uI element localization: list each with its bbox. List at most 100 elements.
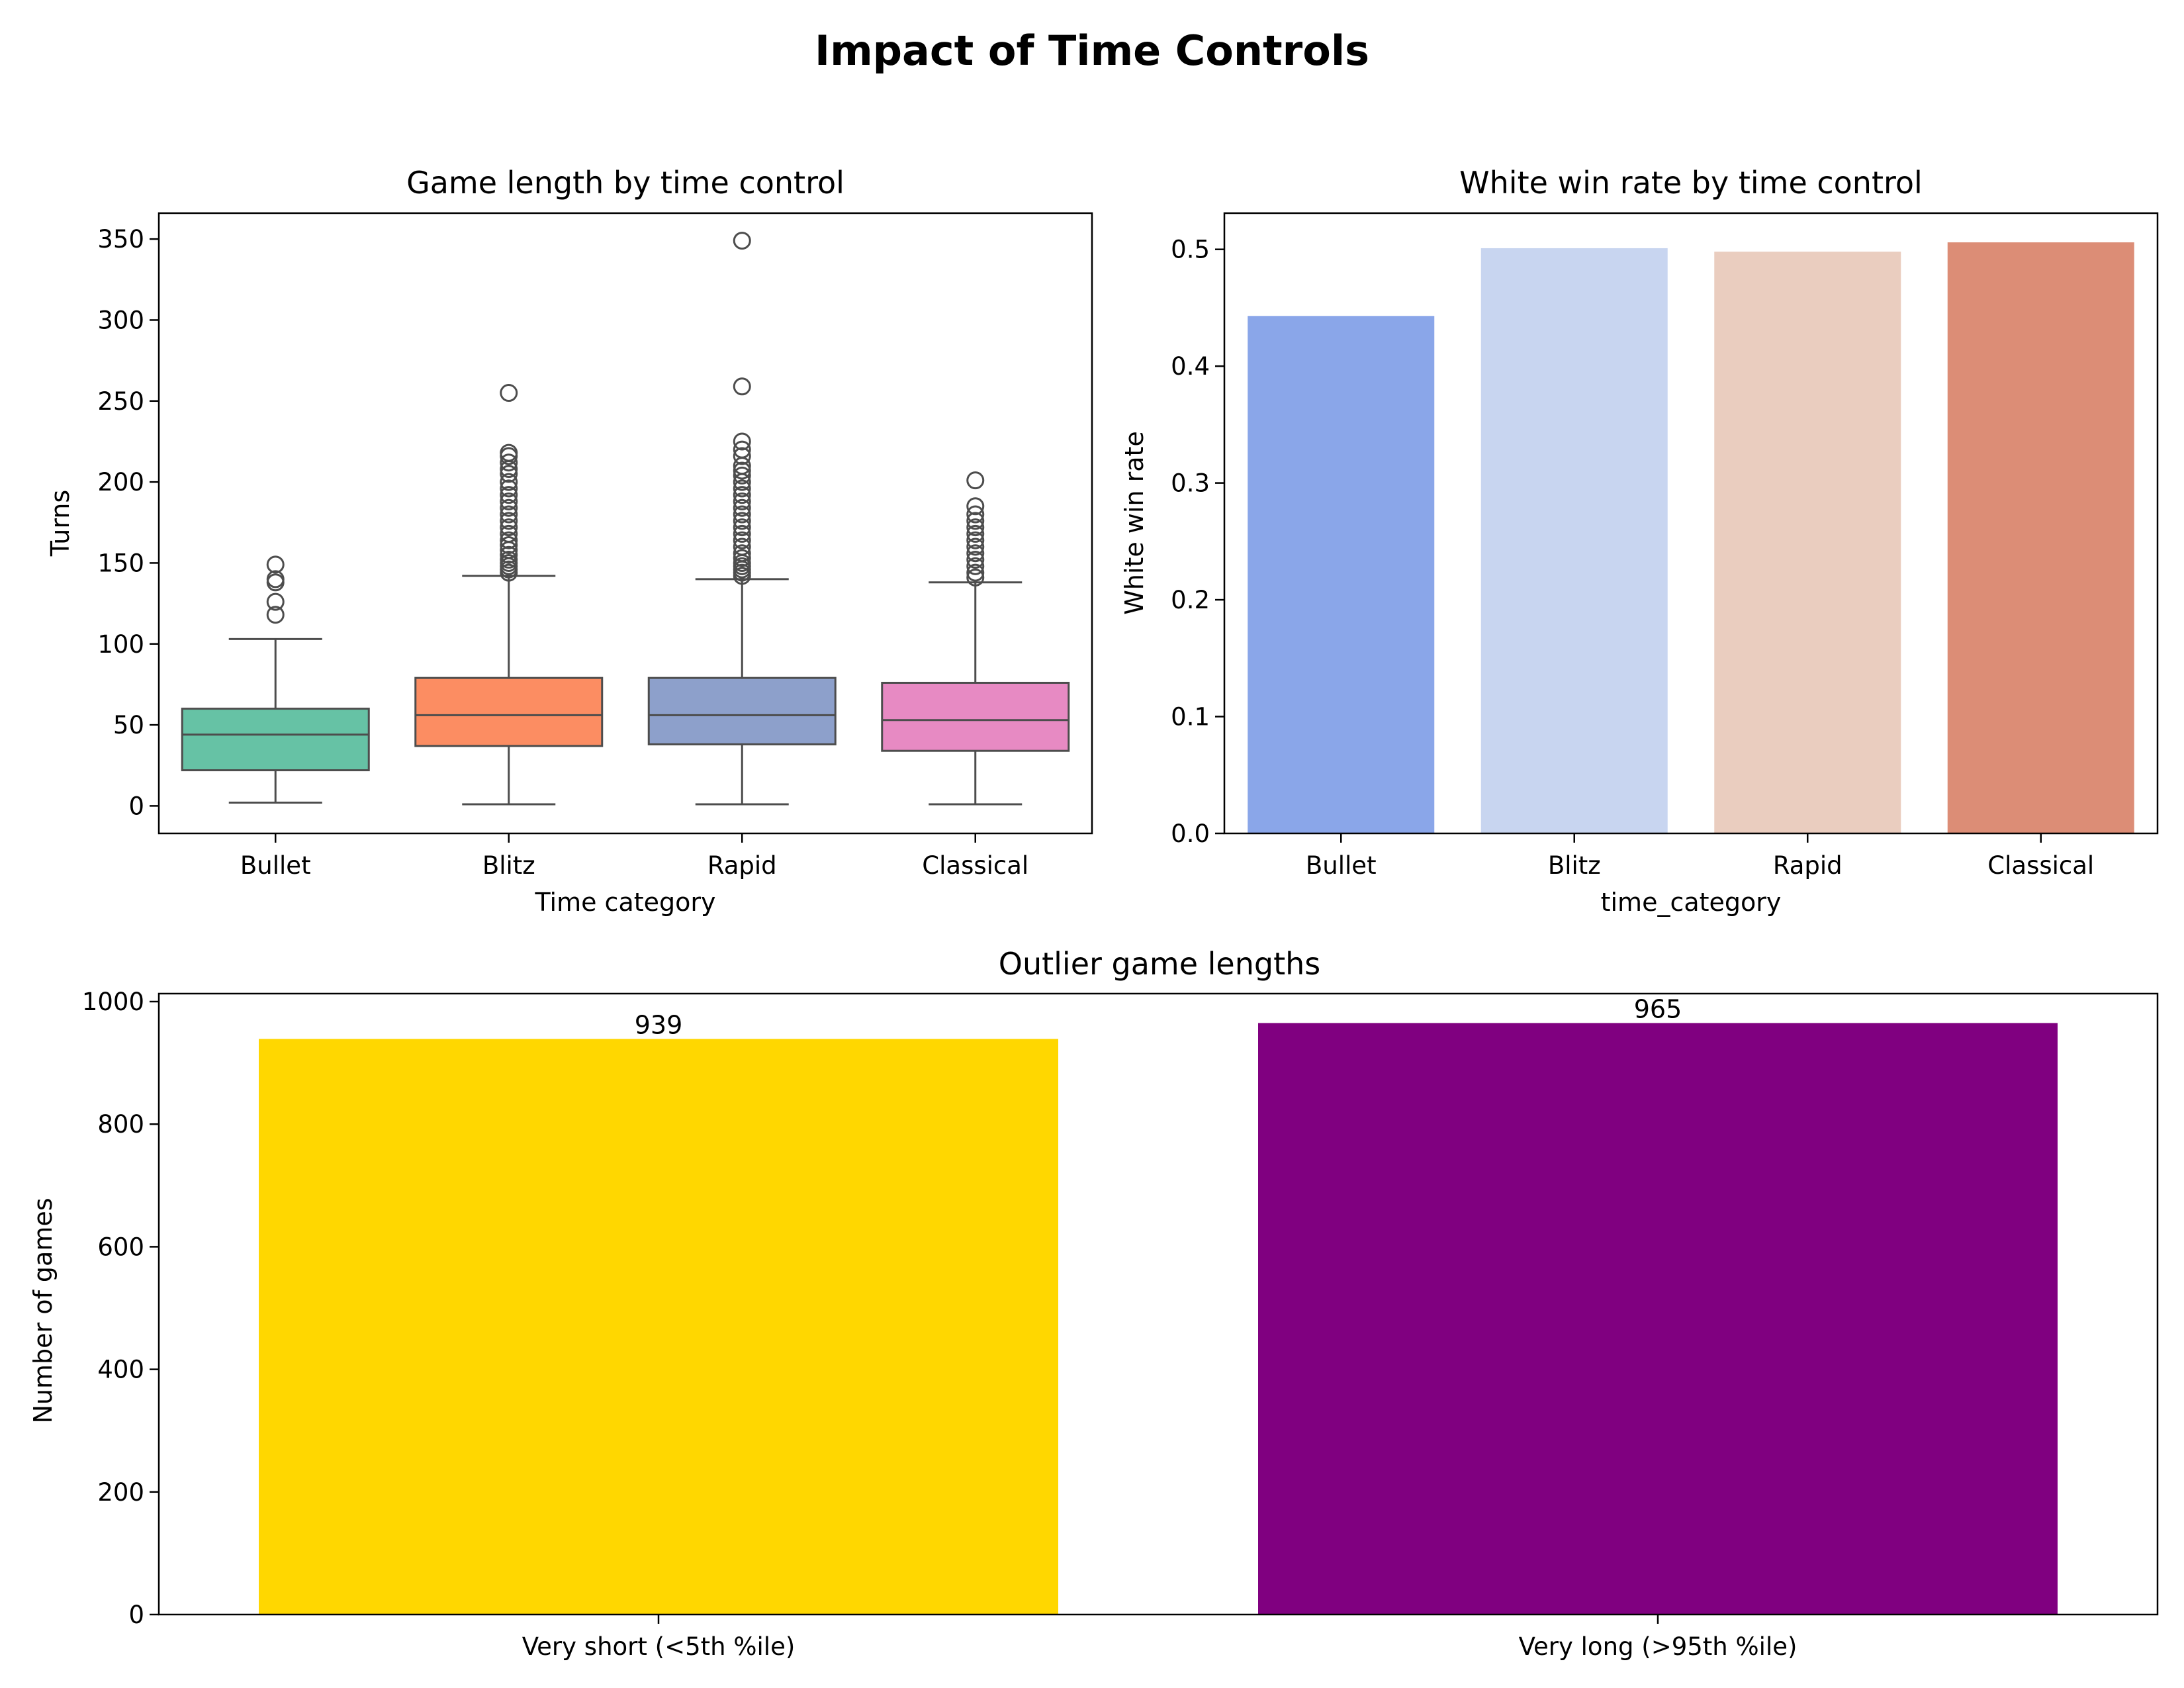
box-blitz-outlier-20 (500, 453, 518, 472)
game-length-xtick-label-rapid: Rapid (707, 851, 777, 880)
game-length-boxes (181, 232, 1070, 806)
game-length-xtick-label-blitz: Blitz (482, 851, 535, 880)
box-blitz-outlier-18 (500, 465, 518, 483)
win-rate-bar-panel: White win rate by time control time_cate… (1120, 165, 2159, 917)
win-rate-ytick-label-3: 0.3 (1171, 469, 1210, 498)
game-length-ytick-label-1: 50 (113, 711, 144, 739)
box-rapid-iqr (647, 677, 837, 745)
outlier-xtick-label-very-short-5th-ile: Very short (<5th %ile) (522, 1632, 796, 1661)
outlier-xtick-label-very-long-95th-ile: Very long (>95th %ile) (1519, 1632, 1797, 1661)
win-rate-ytick-label-0: 0.0 (1171, 820, 1210, 848)
box-classical-outlier-2 (966, 557, 985, 575)
win-rate-x-axis: Bullet Blitz Rapid Classical (1306, 833, 2094, 880)
box-blitz-outlier-14 (500, 492, 518, 510)
game-length-ytick-label-6: 300 (97, 306, 144, 334)
game-length-y-axis: 0 50 100 150 200 250 300 350 (97, 225, 159, 820)
box-bullet (181, 555, 370, 804)
box-blitz-outlier-16 (500, 479, 518, 498)
box-classical-outlier-8 (966, 518, 985, 537)
win-rate-bars (1248, 242, 2134, 833)
outlier-ytick-label-3: 600 (97, 1233, 144, 1261)
win-rate-ytick-label-4: 0.4 (1171, 352, 1210, 381)
box-classical-iqr (881, 681, 1070, 752)
box-blitz-outlier-23 (500, 384, 518, 402)
box-blitz-outlier-7 (500, 536, 518, 555)
outlier-bar-panel: Outlier game lengths Number of games 0 20… (28, 946, 2159, 1661)
box-blitz-outlier-4 (500, 551, 518, 569)
box-classical-outlier-10 (966, 505, 985, 524)
box-rapid-outlier-14 (733, 492, 751, 510)
box-rapid-outlier-24 (733, 377, 751, 396)
outlier-bars: 939 965 (259, 994, 2058, 1615)
box-classical-outlier-9 (966, 512, 985, 530)
box-rapid-outlier-11 (733, 512, 751, 530)
box-rapid-outlier-12 (733, 505, 751, 524)
box-blitz (414, 384, 604, 806)
box-blitz-outlier-10 (500, 518, 518, 537)
box-classical-outlier-12 (966, 471, 985, 490)
outlier-y-axis: 0 200 400 600 800 1000 (82, 988, 159, 1629)
outlier-ytick-label-2: 400 (97, 1356, 144, 1384)
box-bullet-outlier-1 (266, 592, 285, 611)
box-classical-outlier-5 (966, 538, 985, 556)
box-classical (881, 471, 1070, 806)
game-length-x-axis: Bullet Blitz Rapid Classical (240, 833, 1028, 880)
game-length-plot-frame (158, 212, 1093, 835)
game-length-ytick-label-5: 250 (97, 387, 144, 416)
box-blitz-outlier-5 (500, 545, 518, 564)
box-rapid-outlier-5 (733, 549, 751, 567)
box-blitz-outlier-13 (500, 498, 518, 517)
box-classical-outlier-0 (966, 568, 985, 586)
box-classical-outlier-4 (966, 544, 985, 563)
outlier-ytick-label-4: 800 (97, 1110, 144, 1139)
outlier-ytick-label-1: 200 (97, 1478, 144, 1507)
figure-title: Impact of Time Controls (815, 26, 1369, 75)
game-length-ytick-label-4: 200 (97, 468, 144, 496)
box-blitz-outlier-8 (500, 531, 518, 549)
box-rapid-outlier-8 (733, 531, 751, 549)
box-blitz-outlier-12 (500, 505, 518, 524)
game-length-xtick-label-bullet: Bullet (240, 851, 311, 880)
outlier-bar-label-very-short-5th-ile: 939 (635, 1011, 683, 1040)
box-blitz-outlier-15 (500, 486, 518, 504)
box-rapid (647, 232, 837, 806)
box-classical-outlier-3 (966, 551, 985, 569)
win-rate-xtick-label-classical: Classical (1987, 851, 2094, 880)
box-rapid-outlier-22 (733, 440, 751, 459)
box-blitz-iqr (414, 677, 604, 747)
box-rapid-outlier-7 (733, 538, 751, 556)
win-rate-bar-bullet (1248, 316, 1435, 833)
box-blitz-outlier-17 (500, 473, 518, 491)
outlier-bar-very-short-5th-ile (259, 1039, 1058, 1615)
box-blitz-outlier-11 (500, 512, 518, 530)
box-rapid-outlier-6 (733, 544, 751, 563)
win-rate-xtick-label-blitz: Blitz (1548, 851, 1601, 880)
box-bullet-outlier-0 (266, 606, 285, 624)
game-length-ytick-label-2: 100 (97, 630, 144, 659)
win-rate-xtick-label-rapid: Rapid (1773, 851, 1843, 880)
game-length-xtick-label-classical: Classical (922, 851, 1028, 880)
game-length-xlabel: Time category (534, 888, 715, 917)
win-rate-plot-frame (1223, 212, 2159, 835)
outlier-title: Outlier game lengths (999, 946, 1321, 982)
box-classical-outlier-6 (966, 531, 985, 549)
box-rapid-outlier-10 (733, 518, 751, 537)
win-rate-bar-blitz (1480, 248, 1668, 833)
outlier-ylabel: Number of games (28, 1197, 58, 1423)
win-rate-ylabel: White win rate (1120, 431, 1149, 615)
win-rate-bar-classical (1947, 242, 2134, 833)
outlier-plot-frame (158, 992, 2159, 1616)
box-classical-outlier-7 (966, 524, 985, 543)
win-rate-ytick-label-1: 0.1 (1171, 703, 1210, 731)
box-rapid-outlier-13 (733, 498, 751, 517)
box-rapid-outlier-21 (733, 447, 751, 465)
outlier-ytick-label-0: 0 (128, 1601, 144, 1629)
box-rapid-outlier-16 (733, 479, 751, 498)
outlier-bar-very-long-95th-ile (1258, 1023, 2058, 1615)
box-rapid-outlier-18 (733, 466, 751, 485)
win-rate-title: White win rate by time control (1459, 165, 1923, 201)
win-rate-ytick-label-2: 0.2 (1171, 586, 1210, 614)
game-length-title: Game length by time control (406, 165, 844, 201)
box-classical-outlier-11 (966, 497, 985, 516)
